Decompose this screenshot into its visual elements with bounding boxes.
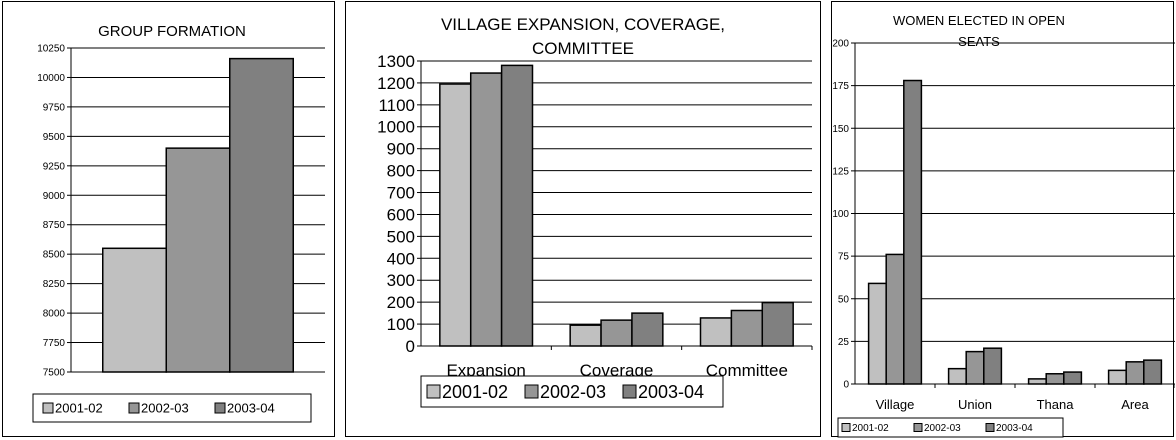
x-category-label: Expansion <box>446 361 525 380</box>
y-tick-label: 100 <box>387 315 415 334</box>
y-tick-label: 25 <box>838 337 850 348</box>
y-tick-label: 8500 <box>43 250 66 261</box>
group-formation-chart: GROUP FORMATION 7500 7750 8000 8250 8500 8750 9… <box>32 23 325 423</box>
legend-swatch <box>426 384 441 399</box>
x-category-label: Union <box>958 397 992 412</box>
legend-label: 2001-02 <box>852 423 889 434</box>
bar <box>439 83 472 347</box>
bar <box>1143 359 1163 385</box>
chart-title-line: COMMITTEE <box>532 39 634 58</box>
chart-title-line: VILLAGE EXPANSION, COVERAGE, <box>441 15 725 34</box>
legend-swatch <box>524 384 539 399</box>
bar <box>1045 373 1065 385</box>
y-tick-label: 0 <box>843 380 849 391</box>
y-tick-label: 900 <box>387 140 415 159</box>
y-tick-label: 175 <box>832 81 849 92</box>
bar <box>885 253 905 385</box>
bar <box>983 347 1003 385</box>
legend-box <box>420 375 724 408</box>
y-tick-label: 300 <box>387 271 415 290</box>
y-tick-label: 9750 <box>43 102 66 113</box>
legend-label: 2002-03 <box>141 401 189 416</box>
village-expansion-panel: VILLAGE EXPANSION, COVERAGE, COMMITTEE 0 10… <box>345 1 821 437</box>
y-tick-label: 0 <box>406 337 415 356</box>
x-category-label: Area <box>1121 397 1149 412</box>
y-tick-label: 50 <box>838 294 850 305</box>
legend-swatch <box>841 423 851 432</box>
bar <box>1107 369 1127 385</box>
y-tick-label: 9500 <box>43 132 66 143</box>
y-tick-label: 1300 <box>377 52 415 71</box>
legend-box <box>837 417 1064 438</box>
bar <box>102 247 167 373</box>
y-tick-label: 1200 <box>377 74 415 93</box>
legend-swatch <box>128 402 140 414</box>
y-tick-label: 600 <box>387 205 415 224</box>
group-formation-panel: GROUP FORMATION 7500 7750 8000 8250 8500 8750 9… <box>2 1 335 437</box>
village-expansion-chart: VILLAGE EXPANSION, COVERAGE, COMMITTEE 0 10… <box>377 15 813 408</box>
legend-box <box>32 393 312 423</box>
chart-title-line: GROUP FORMATION <box>98 23 246 40</box>
y-tick-label: 10000 <box>37 73 65 84</box>
bar <box>761 301 794 347</box>
y-tick-label: 150 <box>832 124 849 135</box>
legend-swatch <box>913 423 923 432</box>
legend-swatch <box>42 402 54 414</box>
bar <box>569 324 602 347</box>
x-category-label: Committee <box>706 361 788 380</box>
y-tick-label: 1000 <box>377 118 415 137</box>
x-category-label: Coverage <box>580 361 654 380</box>
y-tick-label: 800 <box>387 162 415 181</box>
legend-swatch <box>214 402 226 414</box>
y-tick-label: 700 <box>387 183 415 202</box>
women-elected-panel: WOMEN ELECTED IN OPEN SEATS 0 25 50 75 100 125 1… <box>831 1 1175 438</box>
bar <box>903 79 923 385</box>
legend-label: 2003-04 <box>996 423 1033 434</box>
y-tick-label: 7500 <box>43 368 66 379</box>
women-elected-chart: WOMEN ELECTED IN OPEN SEATS 0 25 50 75 100 125 1… <box>832 13 1175 438</box>
y-tick-label: 8000 <box>43 309 66 320</box>
bar <box>500 64 534 347</box>
legend-label: 2003-04 <box>638 382 704 402</box>
y-tick-label: 125 <box>832 166 849 177</box>
bar <box>947 367 967 385</box>
y-tick-label: 9250 <box>43 161 66 172</box>
bar <box>1063 371 1083 385</box>
bar <box>1027 378 1047 385</box>
chart-title-line: WOMEN ELECTED IN OPEN <box>893 13 1065 28</box>
y-tick-label: 9000 <box>43 191 66 202</box>
y-tick-label: 200 <box>387 293 415 312</box>
legend-label: 2002-03 <box>540 382 606 402</box>
bar <box>600 319 633 347</box>
bar <box>469 72 503 347</box>
legend-label: 2001-02 <box>55 401 103 416</box>
legend-swatch <box>985 423 995 432</box>
bar <box>1125 361 1145 385</box>
bar <box>229 57 294 373</box>
y-tick-label: 75 <box>838 252 850 263</box>
y-tick-label: 8750 <box>43 220 66 231</box>
legend-label: 2003-04 <box>227 401 275 416</box>
y-tick-label: 10250 <box>37 44 65 55</box>
y-tick-label: 8250 <box>43 279 66 290</box>
bar <box>699 317 733 347</box>
bar <box>965 350 985 385</box>
bar <box>730 309 764 347</box>
y-tick-label: 100 <box>832 209 849 220</box>
legend-label: 2002-03 <box>924 423 961 434</box>
bar <box>867 282 887 385</box>
y-tick-label: 500 <box>387 227 415 246</box>
chart-title-line: SEATS <box>958 34 1000 49</box>
y-tick-label: 400 <box>387 249 415 268</box>
bar <box>631 312 664 347</box>
y-tick-label: 7750 <box>43 338 66 349</box>
x-category-label: Thana <box>1037 397 1075 412</box>
y-tick-label: 200 <box>832 39 849 50</box>
x-category-label: Village <box>876 397 915 412</box>
y-tick-label: 1100 <box>378 96 415 115</box>
bar <box>165 147 231 373</box>
legend-label: 2001-02 <box>442 382 508 402</box>
legend-swatch <box>622 384 637 399</box>
